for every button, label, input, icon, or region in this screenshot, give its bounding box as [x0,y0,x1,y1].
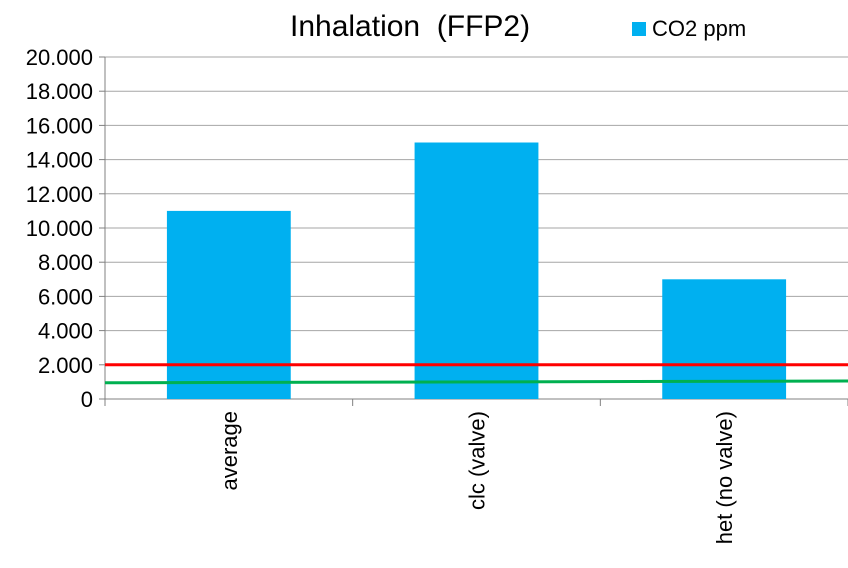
y-tick-label: 8.000 [38,250,93,275]
y-tick-label: 2.000 [38,353,93,378]
y-tick-label: 10.000 [26,216,93,241]
chart-title: Inhalation (FFP2) [290,10,531,43]
bar [414,142,539,399]
legend-label: CO2 ppm [652,16,747,41]
x-tick-label: het (no valve) [712,411,737,544]
bar [166,210,291,399]
legend-swatch [632,22,646,36]
y-tick-label: 0 [81,387,93,412]
y-tick-label: 16.000 [26,113,93,138]
y-tick-label: 12.000 [26,182,93,207]
reference-line [104,379,848,385]
legend: CO2 ppm [632,16,746,42]
y-tick-label: 14.000 [26,148,93,173]
y-tick-label: 18.000 [26,79,93,104]
x-tick-label: clc (valve) [465,411,490,510]
y-tick-label: 4.000 [38,319,93,344]
bar [662,279,787,399]
y-tick-label: 20.000 [26,45,93,70]
y-tick-label: 6.000 [38,284,93,309]
x-tick-label: average [217,411,242,491]
